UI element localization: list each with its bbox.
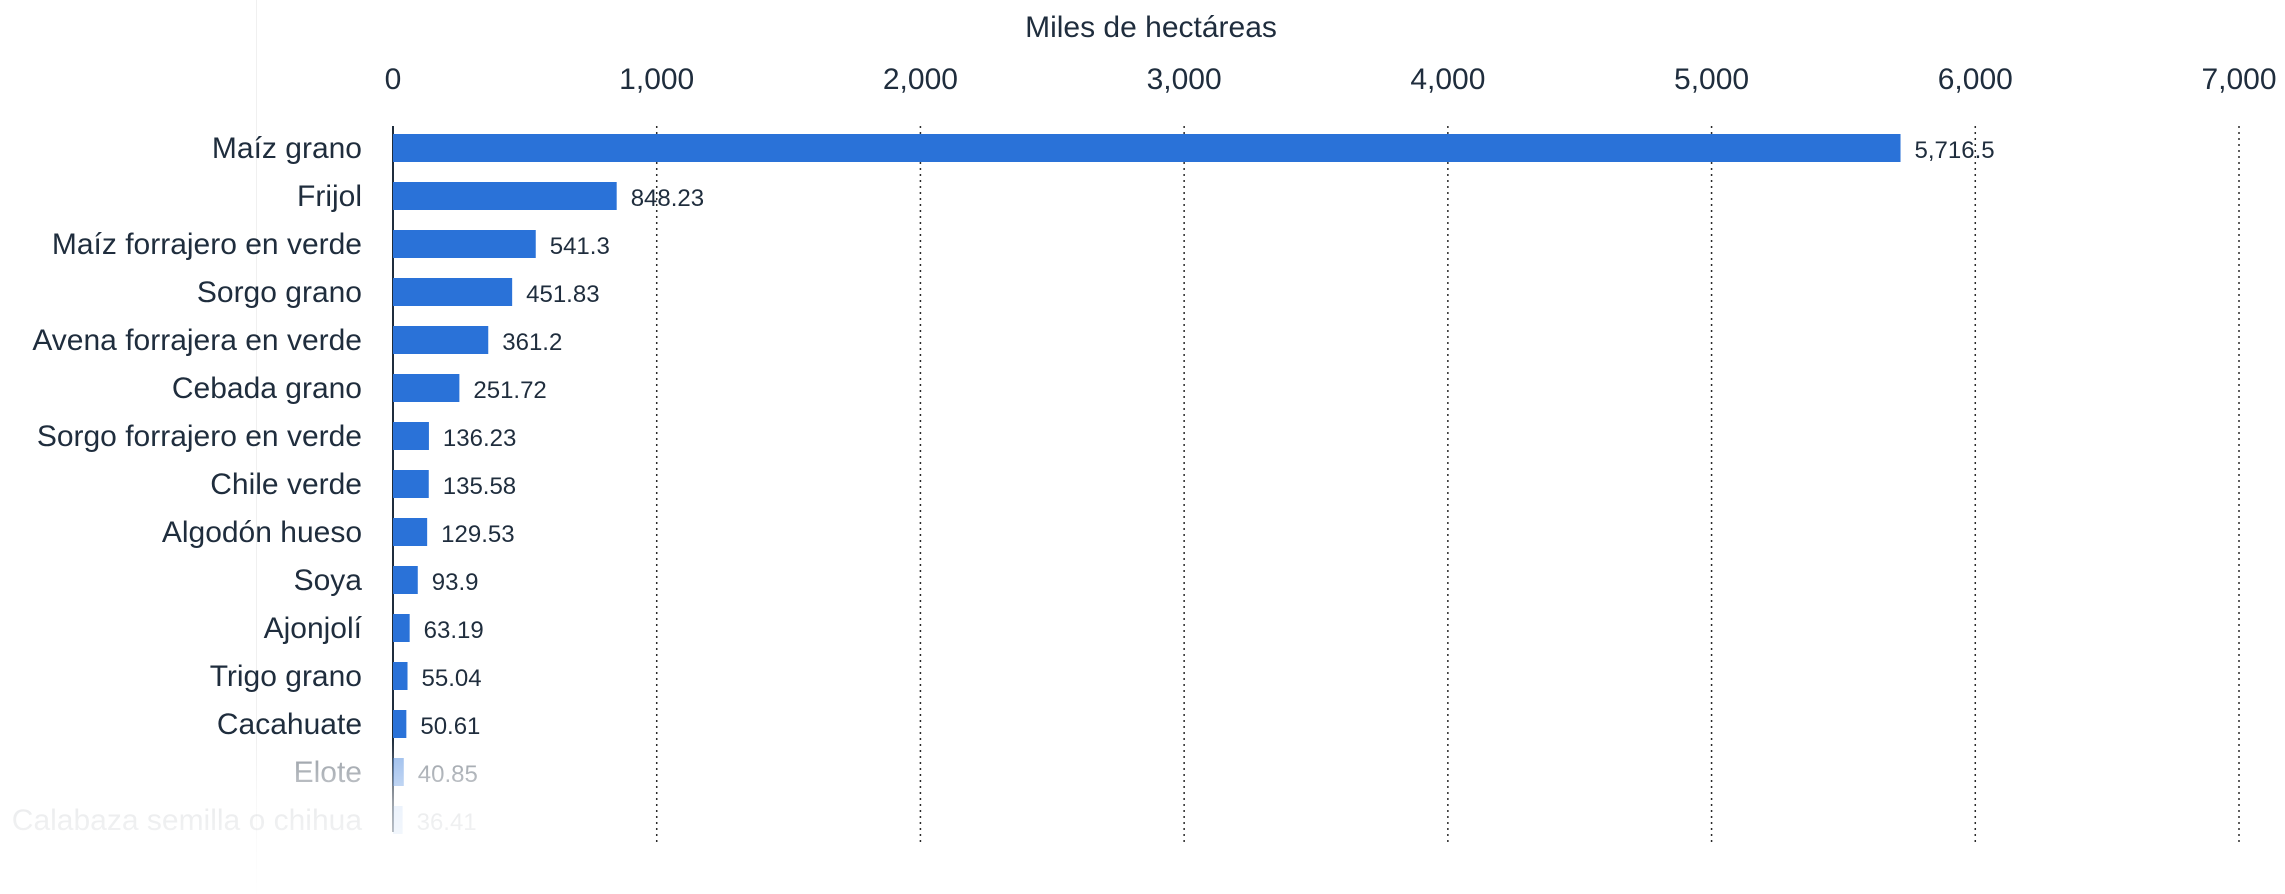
value-label: 361.2 xyxy=(502,329,562,356)
value-labels: 5,716.5 848.23 541.3 451.83 361.2 251.72 136.2… xyxy=(417,137,1995,836)
category-label: Cacahuate xyxy=(217,708,362,741)
bar xyxy=(393,518,428,546)
value-label: 135.58 xyxy=(443,473,516,500)
category-label: Frijol xyxy=(297,180,362,213)
bar xyxy=(393,470,429,498)
category-label: Algodón hueso xyxy=(162,516,362,549)
bar xyxy=(393,710,407,738)
category-label: Ajonjolí xyxy=(264,612,363,645)
bar xyxy=(393,806,403,834)
value-label: 40.85 xyxy=(418,761,478,788)
value-label: 93.9 xyxy=(432,569,479,596)
x-tick-label: 7,000 xyxy=(2201,63,2276,96)
x-tick-label: 6,000 xyxy=(1938,63,2013,96)
bar xyxy=(393,230,536,258)
category-label: Calabaza semilla o chihua xyxy=(12,804,363,837)
gridlines xyxy=(655,126,2240,845)
x-tick-label: 2,000 xyxy=(883,63,958,96)
bar xyxy=(393,182,617,210)
x-tick-label: 4,000 xyxy=(1410,63,1485,96)
category-label: Maíz grano xyxy=(212,132,362,165)
value-label: 251.72 xyxy=(473,377,546,404)
value-label: 55.04 xyxy=(422,665,482,692)
x-tick-label: 1,000 xyxy=(619,63,694,96)
x-tick-label: 5,000 xyxy=(1674,63,1749,96)
category-label: Trigo grano xyxy=(210,660,362,693)
category-label: Maíz forrajero en verde xyxy=(52,228,362,261)
x-tick-label: 3,000 xyxy=(1147,63,1222,96)
left-divider xyxy=(256,0,257,894)
bar xyxy=(393,422,429,450)
value-label: 136.23 xyxy=(443,425,516,452)
bar xyxy=(393,614,410,642)
value-label: 63.19 xyxy=(424,617,484,644)
bar xyxy=(393,278,513,306)
category-label: Cebada grano xyxy=(172,372,362,405)
value-label: 848.23 xyxy=(631,185,704,212)
value-label: 36.41 xyxy=(417,809,477,836)
bar xyxy=(393,326,489,354)
category-label: Soya xyxy=(294,564,363,597)
bars xyxy=(393,134,1901,834)
category-label: Elote xyxy=(294,756,362,789)
category-label: Sorgo grano xyxy=(197,276,362,309)
value-label: 541.3 xyxy=(550,233,610,260)
bar xyxy=(393,662,408,690)
value-label: 129.53 xyxy=(441,521,514,548)
value-label: 5,716.5 xyxy=(1915,137,1995,164)
category-label: Sorgo forrajero en verde xyxy=(37,420,362,453)
value-label: 451.83 xyxy=(526,281,599,308)
bar xyxy=(393,758,404,786)
x-axis-title: Miles de hectáreas xyxy=(1025,11,1277,44)
category-label: Chile verde xyxy=(210,468,362,501)
x-tick-label: 0 xyxy=(385,63,402,96)
bar xyxy=(393,134,1901,162)
tick-labels: 0 1,000 2,000 3,000 4,000 5,000 6,000 7,000 xyxy=(385,63,2277,96)
bar xyxy=(393,374,460,402)
value-label: 50.61 xyxy=(420,713,480,740)
category-labels: Maíz grano Frijol Maíz forrajero en verde S… xyxy=(12,132,363,837)
category-label: Avena forrajera en verde xyxy=(32,324,362,357)
bar xyxy=(393,566,418,594)
